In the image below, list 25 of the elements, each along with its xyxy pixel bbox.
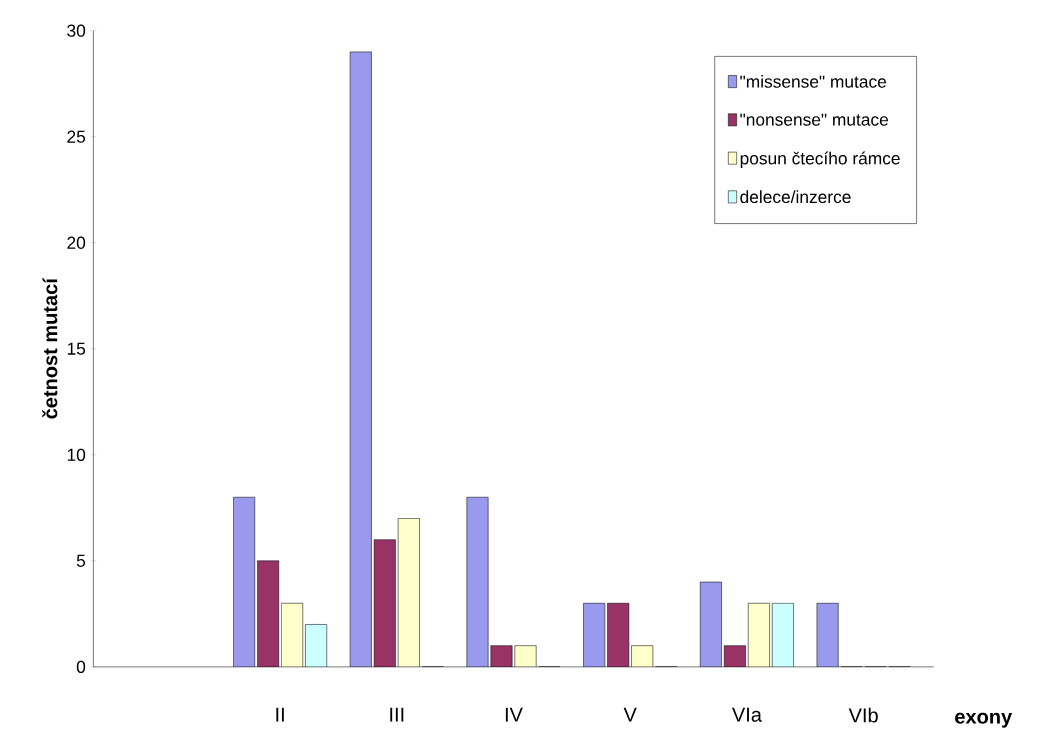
bar xyxy=(374,539,396,667)
bar xyxy=(772,603,794,667)
legend-label: delece/inzerce xyxy=(740,190,851,203)
x-axis-title: exony xyxy=(955,712,1013,728)
y-tick-label: 30 xyxy=(67,24,86,37)
y-tick-label: 0 xyxy=(76,660,86,673)
bar xyxy=(607,603,629,667)
legend-label: posun čtecího rámce xyxy=(740,151,900,168)
y-tick-label: 10 xyxy=(67,448,86,461)
legend-label: "nonsense" mutace xyxy=(740,113,888,126)
y-tick-label: 20 xyxy=(67,236,86,249)
x-tick-label: II xyxy=(276,707,284,722)
bar xyxy=(257,560,279,667)
bar xyxy=(490,645,513,667)
x-tick-label: III xyxy=(390,707,404,722)
x-tick-label: V xyxy=(623,707,637,722)
y-tick-label: 5 xyxy=(76,554,86,567)
y-axis-title: četnost mutací xyxy=(42,277,58,419)
bar xyxy=(305,624,327,667)
x-tick-label: IV xyxy=(505,707,523,722)
y-tick-label: 25 xyxy=(67,130,86,143)
x-tick-label: VIa xyxy=(731,707,762,722)
legend-label: "missense" mutace xyxy=(740,74,887,88)
y-tick-label: 15 xyxy=(67,342,86,355)
x-tick-label: VIb xyxy=(848,707,878,723)
